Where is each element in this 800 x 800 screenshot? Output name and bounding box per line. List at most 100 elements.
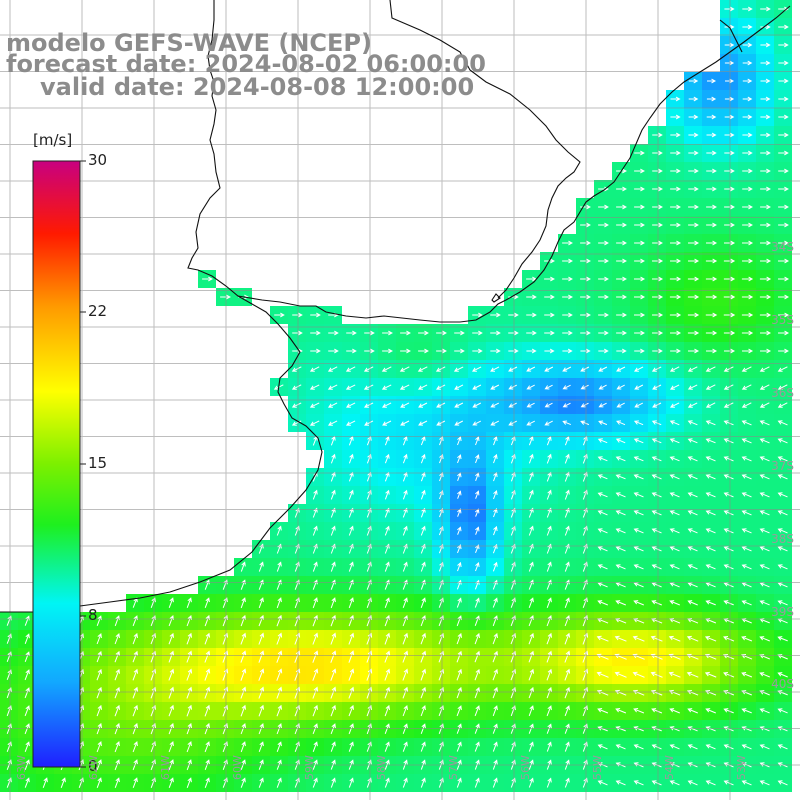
wind-arrow [330,632,337,645]
wind-arrow [652,312,664,318]
wind-arrow [706,204,717,210]
wind-arrow [651,492,662,498]
wind-arrow [616,294,627,300]
wind-arrow [472,348,483,354]
wind-arrow [418,420,428,426]
wind-arrow [546,453,552,464]
wind-arrow [742,24,753,30]
wind-arrow [276,632,283,645]
wind-arrow [114,686,120,699]
wind-arrow [669,564,680,570]
wind-arrow [741,276,754,282]
wind-arrow [632,635,645,642]
wind-arrow [490,312,501,318]
wind-arrow [168,632,174,645]
wind-arrow [345,366,356,372]
wind-arrow [705,780,716,786]
wind-arrow [741,708,752,714]
wind-arrow [24,633,30,644]
wind-arrow [546,650,553,663]
wind-arrow [597,600,608,606]
wind-arrow [330,525,336,536]
wind-arrow [724,168,735,174]
wind-arrow [687,294,700,300]
wind-arrow [384,741,390,752]
wind-arrow [650,635,663,642]
wind-arrow [436,402,446,408]
wind-arrow [614,671,627,678]
wind-arrow [420,668,427,681]
wind-arrow [634,186,645,192]
wind-arrow [598,402,607,408]
wind-arrow [457,454,462,464]
wind-arrow [705,528,716,534]
wind-arrow [24,651,30,662]
lat-label: 40S [771,677,794,691]
wind-arrow [24,741,30,752]
wind-arrow [634,276,646,282]
wind-arrow [186,632,192,645]
wind-arrow [687,474,698,480]
wind-arrow [778,24,789,30]
wind-arrow [669,438,680,444]
wind-arrow [132,777,138,788]
wind-arrow [669,402,680,408]
wind-arrow [670,240,682,246]
wind-arrow [384,686,391,699]
wind-arrow [706,348,718,354]
wind-arrow [669,366,680,372]
wind-arrow [724,150,735,156]
wind-arrow [330,650,337,663]
wind-arrow [723,600,734,606]
wind-arrow [96,686,102,699]
wind-arrow [634,222,645,228]
wind-arrow [778,168,789,174]
wind-arrow [312,597,318,609]
wind-arrow [258,704,264,717]
wind-arrow [741,780,752,786]
wind-arrow [472,402,482,408]
wind-arrow [777,708,788,714]
wind-arrow [312,489,318,500]
wind-arrow [778,60,789,66]
wind-arrow [615,438,626,444]
wind-arrow [24,777,30,788]
wind-arrow [652,222,663,228]
wind-arrow [528,561,534,572]
wind-arrow [651,528,662,534]
wind-arrow [598,330,609,336]
wind-arrow [493,453,498,464]
wind-arrow [330,489,336,500]
wind-arrow [399,366,410,372]
wind-arrow [669,456,680,462]
wind-arrow [741,510,752,516]
wind-arrow [186,741,192,753]
wind-arrow [258,686,265,699]
wind-arrow [688,258,700,264]
wind-arrow [60,777,66,788]
wind-arrow [168,741,174,753]
wind-arrow [348,777,354,788]
wind-arrow [418,330,429,336]
wind-arrow [652,150,663,156]
wind-arrow [528,453,534,464]
wind-arrow [240,632,247,645]
wind-arrow [528,597,534,608]
wind-arrow [544,420,553,426]
wind-arrow [312,686,319,699]
wind-arrow [435,384,446,390]
wind-arrow [546,632,552,645]
wind-arrow [615,564,626,570]
wind-arrow [402,705,408,717]
wind-arrow [688,132,699,138]
wind-arrow [474,705,480,717]
wind-arrow [402,777,408,788]
wind-arrow [220,294,231,300]
wind-arrow [186,597,192,608]
wind-arrow [652,402,662,408]
wind-arrow [760,114,771,120]
wind-arrow [330,614,336,627]
wind-arrow [687,330,700,336]
wind-arrow [492,650,498,663]
wind-arrow [759,528,770,534]
